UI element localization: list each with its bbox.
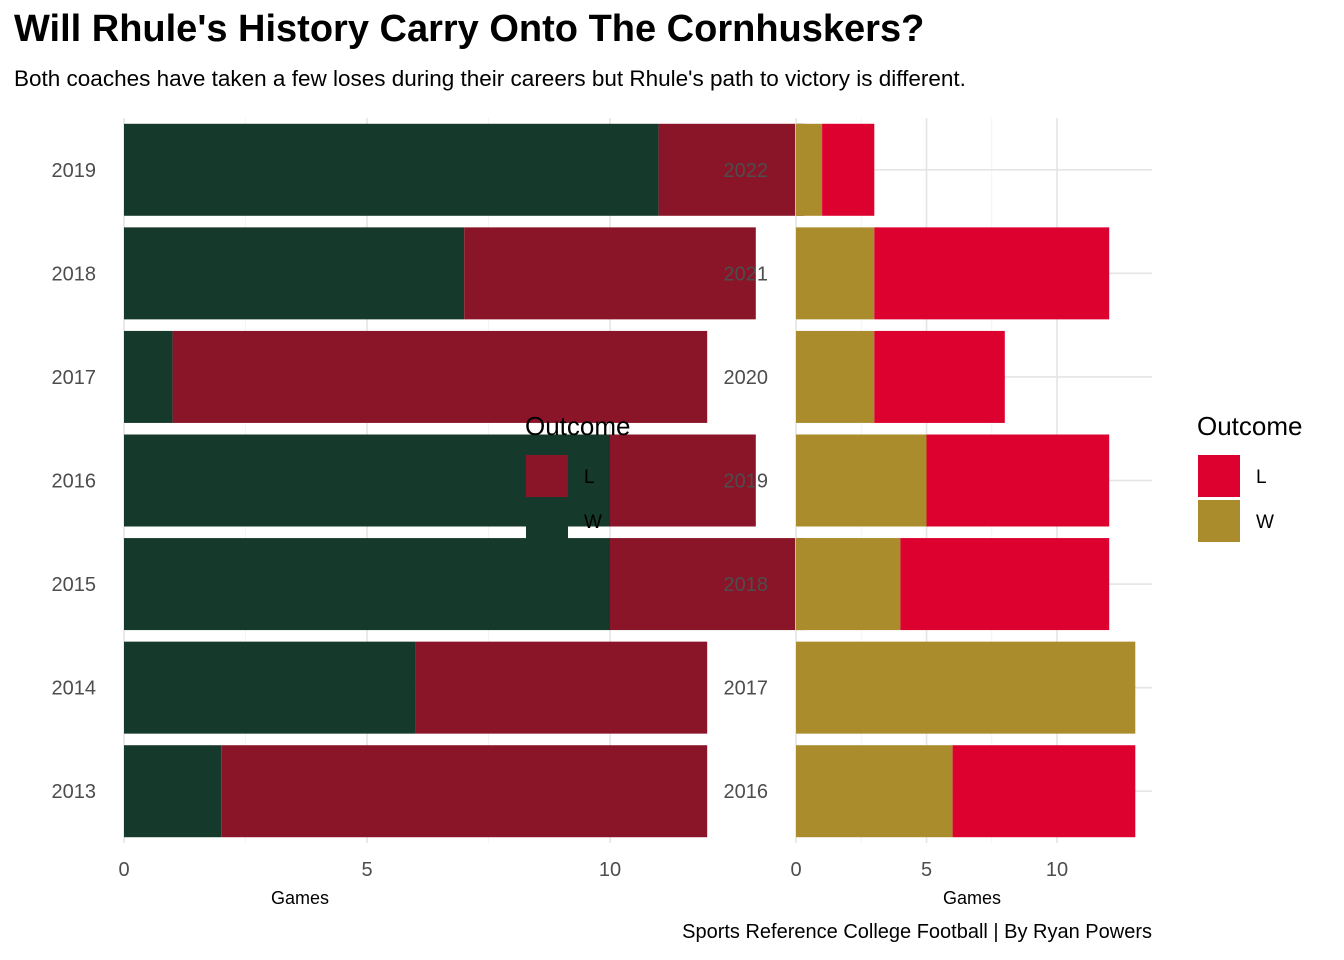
y-tick-label: 2019 xyxy=(724,471,769,493)
bar-W-2017 xyxy=(124,330,173,423)
bar-L-2021 xyxy=(874,227,1110,320)
bar-L-2019 xyxy=(658,123,805,216)
bar-W-2015 xyxy=(124,538,610,631)
bar-W-2017 xyxy=(796,641,1136,734)
bar-W-2016 xyxy=(796,745,953,838)
bar-W-2019 xyxy=(796,434,927,527)
y-tick-label: 2017 xyxy=(52,367,97,389)
x-tick-label: 10 xyxy=(1046,859,1068,881)
bar-L-2018 xyxy=(900,538,1110,631)
bar-L-2013 xyxy=(221,745,708,838)
bar-L-2015 xyxy=(610,538,805,631)
y-tick-label: 2015 xyxy=(52,574,97,596)
bar-W-2018 xyxy=(124,227,465,320)
chart-title: Will Rhule's History Carry Onto The Corn… xyxy=(14,8,925,50)
bar-W-2013 xyxy=(124,745,222,838)
bar-L-2017 xyxy=(172,330,708,423)
chart-panel-1: 2019 2018 2017 2016 2015 2014 2013 0 5 10 Games Out… xyxy=(52,118,805,908)
y-tick-label: 2021 xyxy=(724,263,769,285)
chart-caption: Sports Reference College Football | By R… xyxy=(682,921,1152,943)
y-tick-label: 2018 xyxy=(724,574,769,596)
x-tick-label: 5 xyxy=(921,859,932,881)
y-tick-label: 2022 xyxy=(724,160,769,182)
x-axis-title: Games xyxy=(943,888,1001,908)
x-axis-title: Games xyxy=(271,888,329,908)
legend: Outcome L W xyxy=(1197,411,1303,542)
bar-L-2022 xyxy=(822,123,875,216)
bar-W-2021 xyxy=(796,227,875,320)
bar-L-2014 xyxy=(415,641,708,734)
x-tick-label: 0 xyxy=(118,859,129,881)
chart-panel-2: 2022 2021 2020 2019 2018 2017 2016 0 5 10 Games Out… xyxy=(724,118,1303,908)
bar-L-2019 xyxy=(926,434,1110,527)
x-tick-label: 5 xyxy=(361,859,372,881)
y-tick-label: 2017 xyxy=(724,678,769,700)
y-tick-label: 2013 xyxy=(52,781,97,803)
y-tick-label: 2016 xyxy=(724,781,769,803)
legend-swatch-L xyxy=(526,455,568,497)
y-tick-label: 2020 xyxy=(724,367,769,389)
y-tick-label: 2016 xyxy=(52,471,97,493)
legend-label-W: W xyxy=(1256,512,1274,533)
y-tick-label: 2014 xyxy=(52,678,97,700)
chart-subtitle: Both coaches have taken a few loses duri… xyxy=(14,66,966,91)
bar-W-2020 xyxy=(796,330,875,423)
bar-W-2014 xyxy=(124,641,416,734)
legend-title: Outcome xyxy=(1197,411,1303,441)
legend: Outcome L W xyxy=(525,411,631,542)
y-tick-label: 2019 xyxy=(52,160,97,182)
bar-W-2022 xyxy=(796,123,823,216)
legend-label-W: W xyxy=(584,512,602,533)
bar-L-2016 xyxy=(952,745,1136,838)
bar-L-2016 xyxy=(610,434,756,527)
x-tick-label: 10 xyxy=(599,859,621,881)
bars xyxy=(796,123,1136,838)
bar-L-2020 xyxy=(874,330,1005,423)
legend-swatch-L xyxy=(1198,455,1240,497)
legend-label-L: L xyxy=(584,467,595,488)
bar-W-2019 xyxy=(124,123,659,216)
x-tick-label: 0 xyxy=(790,859,801,881)
bar-L-2018 xyxy=(464,227,756,320)
legend-swatch-W xyxy=(526,500,568,542)
legend-title: Outcome xyxy=(525,411,631,441)
legend-swatch-W xyxy=(1198,500,1240,542)
legend-label-L: L xyxy=(1256,467,1267,488)
bar-W-2018 xyxy=(796,538,901,631)
y-tick-label: 2018 xyxy=(52,263,97,285)
bars xyxy=(124,123,805,838)
